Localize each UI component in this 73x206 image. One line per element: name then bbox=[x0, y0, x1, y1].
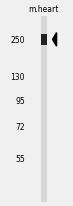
Text: 130: 130 bbox=[10, 73, 25, 82]
Polygon shape bbox=[53, 33, 57, 47]
Bar bbox=[41, 16, 47, 202]
Bar bbox=[41, 34, 47, 46]
Text: 250: 250 bbox=[10, 36, 25, 45]
Text: 95: 95 bbox=[15, 96, 25, 105]
Text: 55: 55 bbox=[15, 154, 25, 163]
Text: m.heart: m.heart bbox=[29, 5, 59, 14]
Text: 72: 72 bbox=[15, 122, 25, 131]
